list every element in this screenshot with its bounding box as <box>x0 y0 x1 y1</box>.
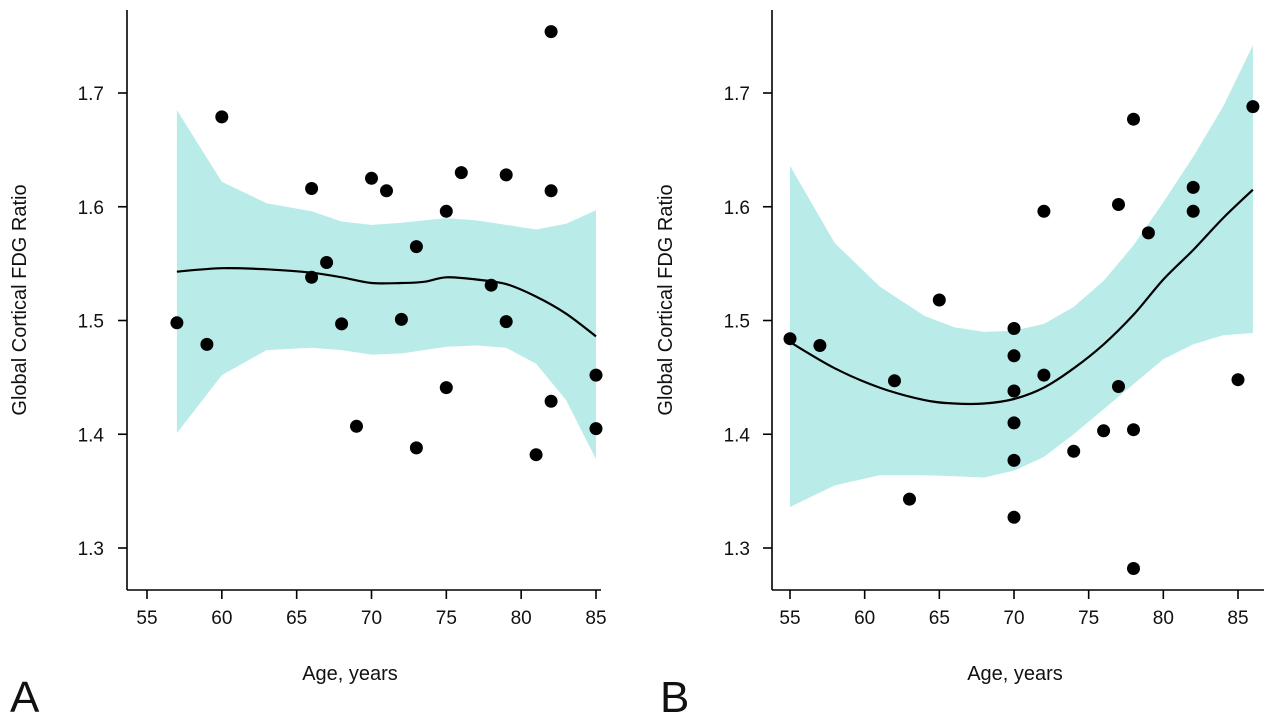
data-point <box>1007 510 1021 524</box>
panel-label: B <box>660 673 689 722</box>
data-point <box>200 337 214 351</box>
data-point <box>544 394 558 408</box>
data-point <box>1186 204 1200 218</box>
x-tick-label: 55 <box>779 608 800 629</box>
data-point <box>589 368 603 382</box>
y-tick-label: 1.4 <box>724 425 751 446</box>
data-point <box>170 316 184 330</box>
y-axis-title: Global Cortical FDG Ratio <box>655 184 677 415</box>
data-point <box>1112 198 1125 211</box>
x-tick-label: 60 <box>854 608 875 629</box>
data-point <box>499 315 513 329</box>
confidence-band <box>176 110 596 460</box>
data-point <box>589 422 603 436</box>
data-point <box>544 25 558 39</box>
data-point <box>783 332 797 346</box>
panel-label: A <box>10 673 40 722</box>
data-point <box>1112 380 1125 393</box>
data-point <box>454 166 468 180</box>
x-tick-label: 55 <box>136 608 157 629</box>
data-point <box>335 317 349 331</box>
data-point <box>305 182 319 195</box>
data-point <box>1127 562 1140 575</box>
panel-a: 55 60 65 70 75 80 85 1.3 1.4 1.5 1.6 1.7 Age, years G… <box>9 10 607 722</box>
data-point <box>1141 226 1155 240</box>
x-tick-label: 75 <box>1078 608 1099 629</box>
data-point <box>1037 368 1051 382</box>
y-tick-label: 1.4 <box>78 425 105 446</box>
data-point <box>1007 453 1021 467</box>
x-tick-label: 65 <box>929 608 950 629</box>
y-tick-label: 1.6 <box>724 198 750 219</box>
data-point <box>499 168 513 182</box>
data-point <box>1127 423 1140 437</box>
x-tick-label: 70 <box>361 608 382 629</box>
y-tick-label: 1.7 <box>78 84 104 105</box>
data-point <box>320 256 334 269</box>
x-axis-title: Age, years <box>967 663 1063 685</box>
data-point <box>365 171 378 185</box>
data-point <box>1007 322 1021 335</box>
y-tick-label: 1.7 <box>724 84 750 105</box>
data-point <box>1127 112 1140 126</box>
x-axis-title: Age, years <box>302 663 398 685</box>
data-point <box>813 339 827 352</box>
data-point <box>932 293 946 307</box>
x-tick-label: 80 <box>511 608 532 629</box>
data-point <box>1007 416 1021 430</box>
data-point <box>1097 424 1111 438</box>
fit-line <box>176 267 597 338</box>
x-tick-label: 65 <box>286 608 307 629</box>
data-point <box>350 419 363 433</box>
x-tick-label: 85 <box>1227 608 1248 629</box>
x-tick-label: 85 <box>585 608 606 629</box>
data-point <box>439 381 453 395</box>
data-point <box>409 441 423 455</box>
data-point <box>1186 180 1200 194</box>
x-tick-label: 60 <box>211 608 232 629</box>
data-point <box>1246 100 1260 114</box>
data-point <box>903 492 916 506</box>
x-tick-label: 80 <box>1153 608 1174 629</box>
y-tick-label: 1.5 <box>78 312 104 333</box>
y-tick-label: 1.3 <box>78 539 104 560</box>
data-point <box>305 270 319 284</box>
data-point <box>215 110 229 124</box>
x-tick-label: 70 <box>1003 608 1024 629</box>
data-point <box>529 448 543 462</box>
data-point <box>1231 373 1245 387</box>
data-point <box>544 184 558 198</box>
data-point <box>1067 444 1081 458</box>
y-tick-label: 1.6 <box>78 198 104 219</box>
data-point <box>888 374 901 388</box>
data-point <box>1007 349 1021 363</box>
data-point <box>409 240 423 254</box>
data-point <box>394 312 408 326</box>
data-point <box>484 278 498 292</box>
y-axis-title: Global Cortical FDG Ratio <box>9 184 31 415</box>
data-point <box>380 184 393 198</box>
data-point <box>1007 384 1021 398</box>
fit-line <box>789 188 1254 406</box>
data-point <box>439 204 453 218</box>
data-point <box>1037 204 1051 218</box>
confidence-band <box>790 45 1253 507</box>
y-tick-label: 1.5 <box>724 312 750 333</box>
y-tick-label: 1.3 <box>724 539 750 560</box>
x-tick-label: 75 <box>436 608 457 629</box>
panel-b: 55 60 65 70 75 80 85 1.3 1.4 1.5 1.6 1.7 Age, years G… <box>655 10 1264 722</box>
